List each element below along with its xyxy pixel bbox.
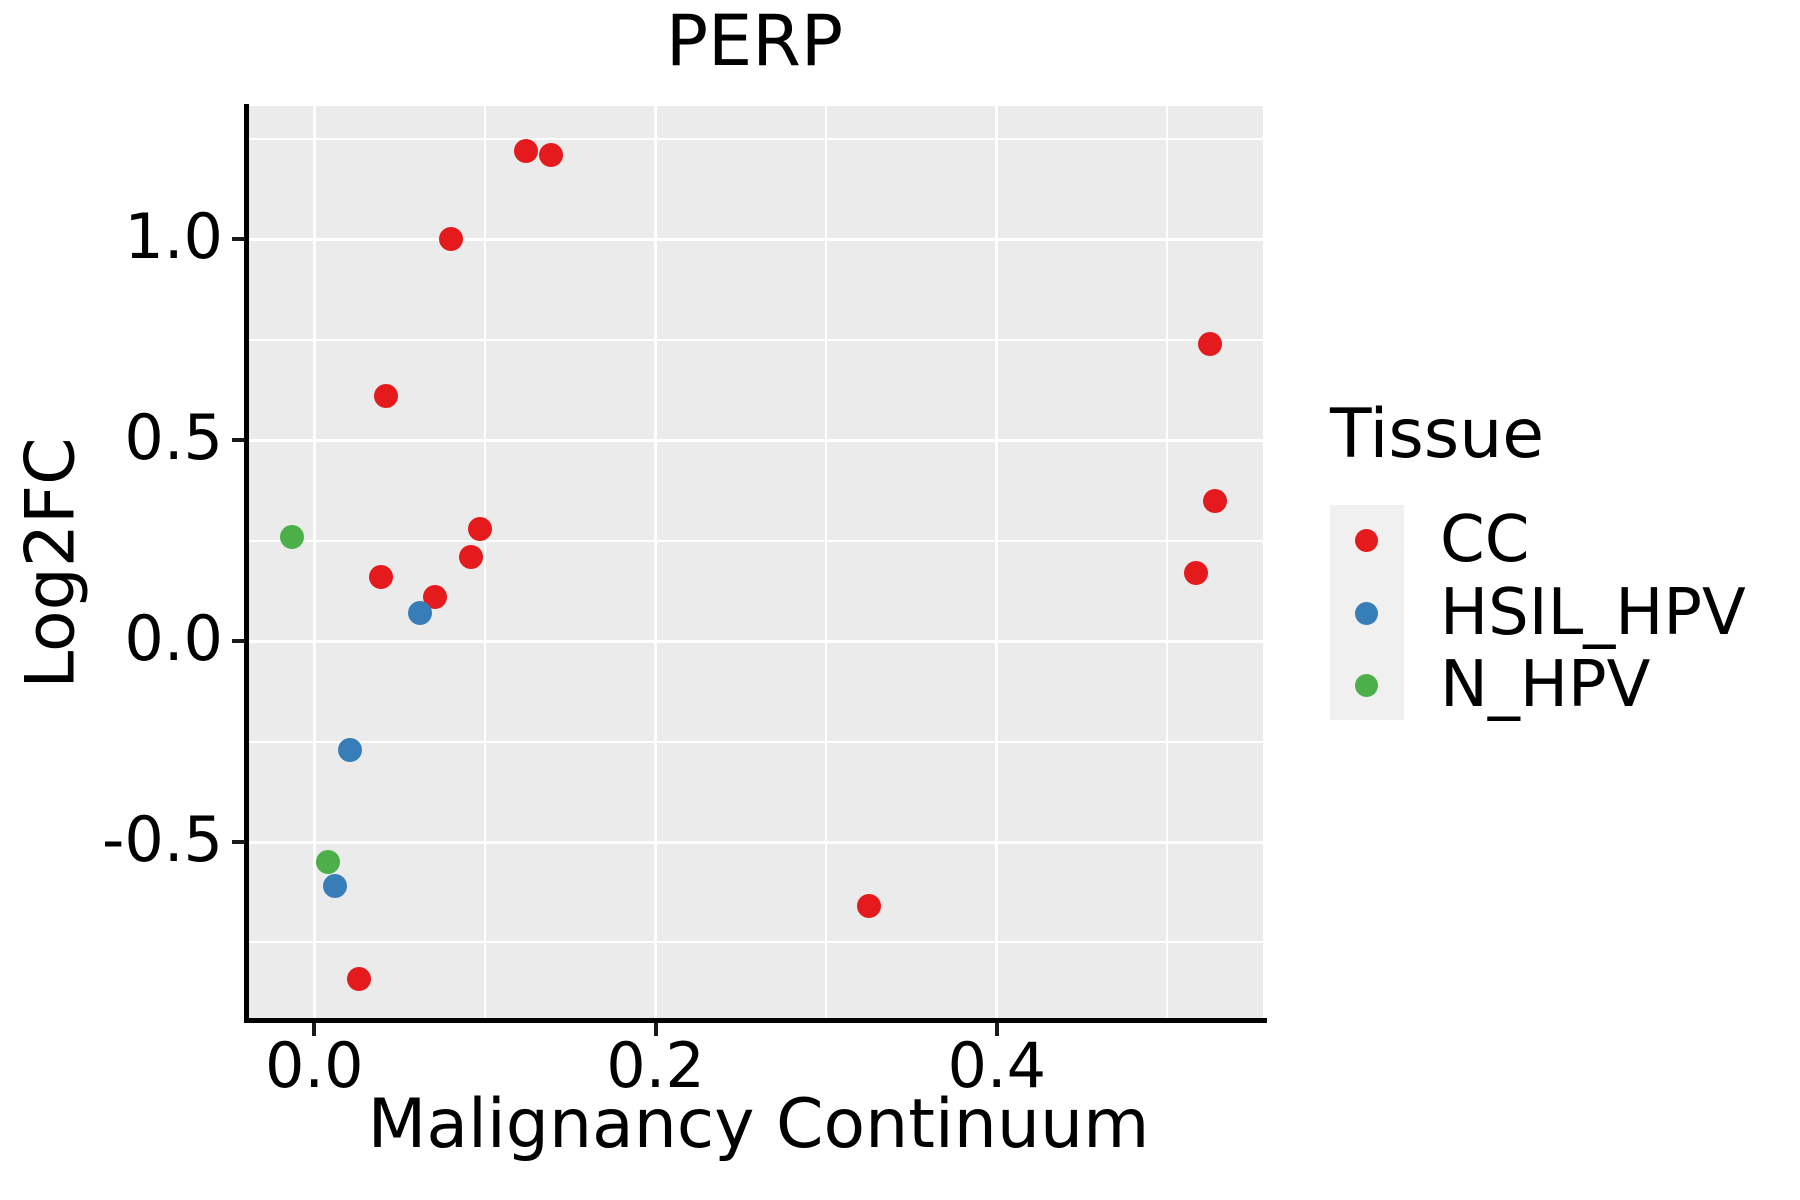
gridline-horizontal (246, 740, 1263, 743)
data-point-cc (368, 564, 393, 589)
data-point-n_hpv (315, 850, 340, 875)
gridline-vertical (825, 106, 828, 1020)
data-point-cc (459, 544, 484, 569)
x-tick-label: 0.4 (947, 1029, 1047, 1102)
y-tick-mark (232, 438, 245, 443)
gridline-horizontal (246, 338, 1263, 341)
x-tick-mark (653, 1023, 658, 1036)
legend-title: Tissue (1330, 395, 1545, 474)
x-tick-mark (312, 1023, 317, 1036)
gridline-horizontal (246, 539, 1263, 542)
plot-panel (246, 106, 1263, 1020)
x-tick-mark (994, 1023, 999, 1036)
x-axis-spine (244, 1018, 1267, 1023)
gridline-horizontal (246, 438, 1263, 442)
legend-swatch-hsil_hpv (1355, 602, 1378, 625)
legend-label-n_hpv: N_HPV (1440, 648, 1651, 722)
legend-swatch-n_hpv (1355, 674, 1378, 697)
data-point-cc (1184, 560, 1209, 585)
y-tick-mark (232, 840, 245, 845)
y-tick-mark (232, 639, 245, 644)
y-tick-label: -0.5 (102, 803, 223, 877)
legend-label-hsil_hpv: HSIL_HPV (1440, 576, 1746, 650)
data-point-cc (467, 516, 492, 541)
x-tick-label: 0.0 (264, 1029, 364, 1102)
y-tick-mark (232, 237, 245, 242)
legend-label-cc: CC (1440, 503, 1530, 577)
x-axis-label: Malignancy Continuum (367, 1085, 1150, 1164)
chart-title: PERP (665, 0, 844, 82)
y-tick-label: 0.0 (124, 602, 223, 676)
gridline-vertical (1166, 106, 1169, 1020)
data-point-hsil_hpv (338, 737, 363, 762)
gridline-horizontal (246, 941, 1263, 944)
y-axis-label-text: Log2FC (11, 437, 91, 689)
gridline-horizontal (246, 639, 1263, 643)
y-axis-spine (244, 104, 249, 1022)
data-point-cc (856, 894, 881, 919)
gridline-horizontal (246, 137, 1263, 140)
legend-swatch-cc (1355, 529, 1378, 552)
gridline-horizontal (246, 237, 1263, 241)
gridline-vertical (483, 106, 486, 1020)
data-point-cc (438, 227, 463, 252)
data-point-hsil_hpv (322, 874, 347, 899)
data-point-cc (1203, 488, 1228, 513)
y-tick-label: 0.5 (124, 401, 223, 475)
data-point-cc (1198, 331, 1223, 356)
data-point-n_hpv (280, 524, 305, 549)
gridline-horizontal (246, 840, 1263, 844)
gridline-vertical (995, 106, 999, 1020)
data-point-cc (346, 966, 371, 991)
gridline-vertical (654, 106, 658, 1020)
data-point-cc (539, 143, 564, 167)
data-point-cc (373, 384, 398, 409)
data-point-hsil_hpv (408, 601, 433, 626)
gridline-vertical (312, 106, 316, 1020)
y-tick-label: 1.0 (124, 200, 223, 274)
data-point-cc (513, 138, 538, 163)
x-tick-label: 0.2 (606, 1029, 705, 1102)
